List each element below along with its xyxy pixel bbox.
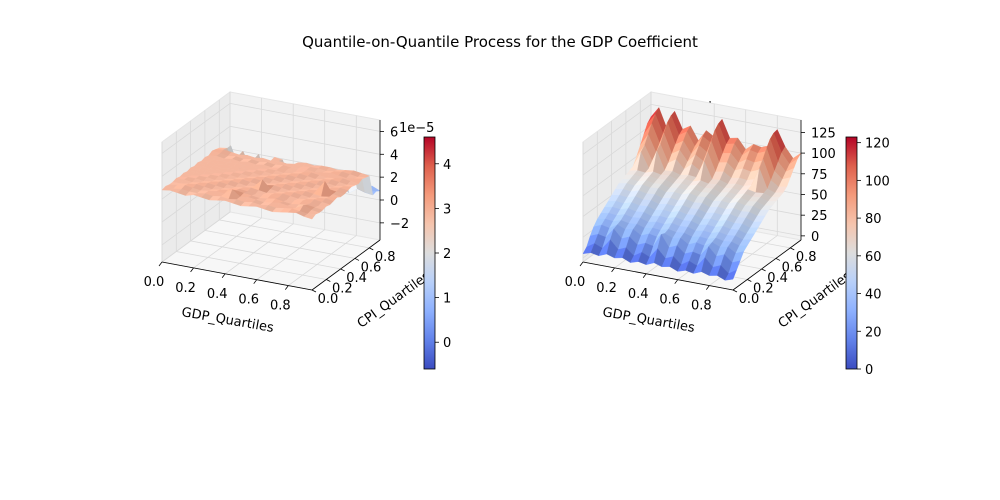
y-tick-label: 0.2 — [753, 281, 774, 296]
y-tick-label: 0.8 — [375, 250, 396, 265]
x-tick-label: 0.6 — [238, 293, 259, 308]
y-tick — [747, 279, 752, 282]
x-tick-label: 0.4 — [207, 287, 228, 302]
colorbar-tick-label: 120 — [865, 137, 890, 152]
z-tick-label: 50 — [811, 188, 828, 203]
z-tick-label: 0 — [390, 194, 398, 209]
x-tick — [190, 267, 194, 273]
x-tick — [674, 279, 679, 284]
y-tick — [340, 268, 345, 272]
x-tick — [705, 285, 710, 290]
y-tick-label: 0.0 — [739, 292, 760, 307]
x-tick — [284, 285, 289, 290]
x-tick — [221, 273, 226, 279]
surface — [161, 144, 381, 220]
z-tick-label: 75 — [811, 168, 828, 183]
colorbar-tick-label: 20 — [865, 325, 882, 340]
colorbar-tick-label: 3 — [443, 202, 451, 217]
z-tick-label: 2 — [390, 171, 398, 186]
x-tick-label: 0.4 — [628, 287, 649, 302]
axis-lines — [582, 120, 802, 291]
x-tick-label: 0.8 — [691, 299, 712, 314]
colorbar-tick-label: 0 — [443, 336, 451, 351]
x-tick-label: 0.2 — [596, 281, 617, 296]
y-tick-label: 0.4 — [346, 271, 367, 286]
surface — [582, 107, 802, 281]
z-tick-label: 4 — [390, 148, 398, 163]
intercept-panel: Intercept0.00.20.40.60.8GDP_Quartiles0.0… — [565, 91, 890, 378]
x-tick — [642, 273, 647, 279]
z-tick-label: −2 — [390, 217, 409, 232]
y-tick — [354, 258, 360, 261]
z-tick-label: 0 — [811, 230, 819, 245]
colorbar — [845, 136, 858, 370]
colorbar-tick-label: 4 — [443, 158, 451, 173]
y-tick — [326, 279, 331, 282]
z-tick-label: 25 — [811, 209, 828, 224]
surface-cell — [724, 269, 737, 281]
colorbar-tick-label: 40 — [865, 288, 882, 303]
x-tick — [579, 261, 584, 267]
y-tick-label: 0.8 — [796, 250, 817, 265]
x-tick-label: 0.6 — [659, 293, 680, 308]
y-tick-label: 0.2 — [332, 281, 353, 296]
y-tick — [369, 247, 374, 251]
x-tick — [158, 261, 163, 267]
y-tick — [311, 289, 317, 293]
colorbar-tick-label: 80 — [865, 212, 882, 227]
y-tick — [775, 258, 781, 261]
z-tick-label: 100 — [811, 147, 836, 162]
colorbar-offset-label: 1e−5 — [399, 121, 434, 136]
y-tick-label: 0.4 — [767, 271, 788, 286]
colorbar — [423, 136, 436, 370]
x-tick-label: 0.0 — [144, 275, 165, 290]
y-tick-label: 0.0 — [318, 292, 339, 307]
colorbar-tick-label: 0 — [865, 363, 873, 378]
colorbar-tick-label: 60 — [865, 250, 882, 265]
colorbar-tick-label: 100 — [865, 174, 890, 189]
x-axis-label: GDP_Quartiles — [601, 305, 696, 336]
axis-lines — [161, 120, 381, 291]
x-tick-label: 0.8 — [270, 299, 291, 314]
surface-cell — [303, 213, 316, 220]
z-tick-label: 6 — [390, 125, 398, 140]
x-tick-label: 0.2 — [175, 281, 196, 296]
y-tick — [761, 268, 766, 272]
slope-panel: Slope0.00.20.40.60.8GDP_Quartiles0.00.20… — [144, 91, 451, 370]
z-tick-label: 125 — [811, 126, 836, 141]
x-axis-label: GDP_Quartiles — [180, 305, 275, 336]
colorbar-tick-label: 1 — [443, 292, 451, 307]
figure-suptitle: Quantile-on-Quantile Process for the GDP… — [302, 33, 698, 51]
y-tick — [790, 247, 795, 251]
x-tick — [611, 267, 615, 273]
x-tick — [253, 279, 258, 284]
y-tick — [732, 289, 738, 293]
y-tick-label: 0.6 — [361, 260, 382, 275]
y-tick-label: 0.6 — [782, 260, 803, 275]
x-tick-label: 0.0 — [565, 275, 586, 290]
colorbar-tick-label: 2 — [443, 247, 451, 262]
